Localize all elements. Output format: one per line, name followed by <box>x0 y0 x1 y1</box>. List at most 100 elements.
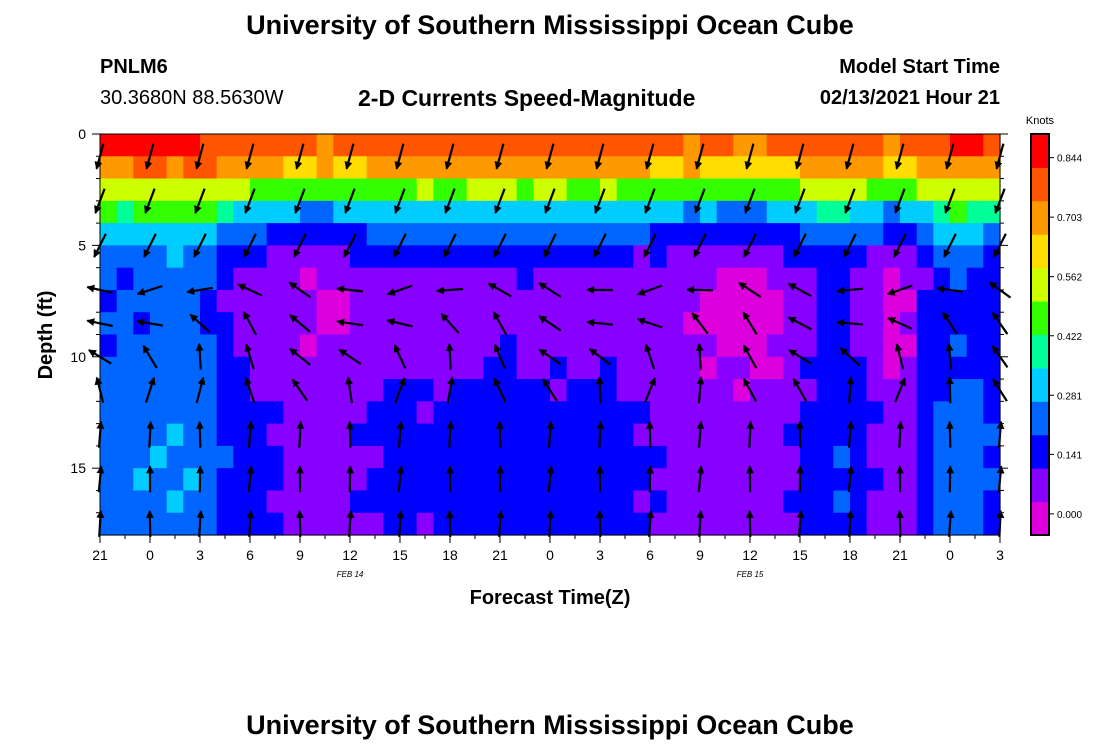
heatmap-cell <box>283 267 301 291</box>
heatmap-cell <box>366 445 384 469</box>
heatmap-cell <box>300 134 318 157</box>
heatmap-cell <box>633 490 651 514</box>
heatmap-cell <box>483 490 501 514</box>
x-tick-label: 15 <box>792 547 808 563</box>
current-vector-arrow <box>288 281 312 299</box>
heatmap-cell <box>800 156 818 180</box>
heatmap-cell <box>533 468 551 492</box>
heatmap-cell <box>716 134 734 157</box>
heatmap-cell <box>516 245 534 269</box>
heatmap-cell <box>533 379 551 402</box>
heatmap-cell <box>716 312 734 336</box>
heatmap-cell <box>383 178 401 202</box>
heatmap-cell <box>566 200 584 224</box>
heatmap-cell <box>150 178 168 202</box>
heatmap-cell <box>483 445 501 469</box>
current-vector-arrow <box>936 285 964 294</box>
heatmap-cell <box>683 379 701 402</box>
heatmap-cell <box>133 223 151 246</box>
heatmap-cell <box>750 401 768 425</box>
heatmap-cell <box>916 312 934 336</box>
heatmap-cell <box>466 468 484 492</box>
heatmap-cell <box>200 156 218 180</box>
current-vector-arrow <box>795 420 804 448</box>
heatmap-cell <box>283 379 301 402</box>
current-vector-arrow <box>543 233 557 258</box>
heatmap-cell <box>166 379 184 402</box>
heatmap-cell <box>783 490 801 514</box>
heatmap-cell <box>616 468 634 492</box>
heatmap-cell <box>300 178 318 202</box>
heatmap-cell <box>500 334 518 358</box>
heatmap-cell <box>600 156 618 180</box>
heatmap-cell <box>166 289 184 313</box>
heatmap-cell <box>716 334 734 358</box>
current-vector-arrow <box>144 143 155 170</box>
heatmap-cell <box>266 490 284 514</box>
heatmap-cell <box>716 200 734 224</box>
heatmap-cell <box>750 423 768 447</box>
heatmap-cell <box>950 468 968 492</box>
heatmap-cell <box>750 178 768 202</box>
heatmap-cell <box>400 312 418 336</box>
heatmap-cell <box>100 490 118 514</box>
heatmap-cell <box>966 401 984 425</box>
current-vector-arrow <box>343 233 357 258</box>
heatmap-cell <box>150 245 168 269</box>
current-vector-arrow <box>493 343 507 370</box>
current-vector-arrow <box>386 284 413 296</box>
heatmap-cell <box>533 267 551 291</box>
heatmap-cell <box>300 334 318 358</box>
heatmap-cell <box>550 468 568 492</box>
heatmap-cell <box>700 512 718 536</box>
heatmap-cell <box>316 134 334 157</box>
heatmap-cell <box>516 401 534 425</box>
current-vector-arrow <box>743 233 757 258</box>
heatmap-cell <box>816 289 834 313</box>
heatmap-cell <box>950 223 968 246</box>
heatmap-cell <box>583 490 601 514</box>
colorbar-segment <box>1031 334 1049 369</box>
heatmap-cell <box>166 245 184 269</box>
heatmap-cell <box>200 423 218 447</box>
heatmap-cell <box>350 134 368 157</box>
heatmap-cell <box>350 445 368 469</box>
heatmap-cell <box>283 178 301 202</box>
heatmap-cell <box>733 178 751 202</box>
heatmap-cell <box>716 423 734 447</box>
heatmap-cell <box>316 379 334 402</box>
heatmap-cell <box>483 512 501 536</box>
current-vector-arrow <box>444 143 455 170</box>
heatmap-cell <box>516 512 534 536</box>
heatmap-cell <box>366 423 384 447</box>
colorbar-segment <box>1031 468 1049 503</box>
heatmap-cell <box>366 334 384 358</box>
heatmap-cell <box>566 223 584 246</box>
colorbar-tick-label: 0.844 <box>1057 154 1082 165</box>
heatmap-cell <box>600 401 618 425</box>
heatmap-cell <box>633 223 651 246</box>
heatmap-cell <box>283 423 301 447</box>
heatmap-cell <box>716 401 734 425</box>
heatmap-cell <box>566 379 584 402</box>
current-vector-arrow <box>144 188 156 214</box>
heatmap-cell <box>500 178 518 202</box>
heatmap-cell <box>550 134 568 157</box>
heatmap-cell <box>766 490 784 514</box>
heatmap-cell <box>916 178 934 202</box>
heatmap-cell <box>866 356 884 380</box>
heatmap-cell <box>133 468 151 492</box>
heatmap-cell <box>233 223 251 246</box>
heatmap-cell <box>850 200 868 224</box>
current-vector-arrow <box>440 312 460 334</box>
heatmap-cell <box>366 512 384 536</box>
heatmap-cell <box>533 356 551 380</box>
heatmap-cell <box>916 423 934 447</box>
heatmap-cell <box>316 401 334 425</box>
heatmap-cell <box>400 245 418 269</box>
heatmap-cell <box>616 223 634 246</box>
heatmap-cell <box>933 512 951 536</box>
heatmap-cell <box>900 312 918 336</box>
heatmap-cell <box>616 289 634 313</box>
heatmap-cell <box>866 134 884 157</box>
